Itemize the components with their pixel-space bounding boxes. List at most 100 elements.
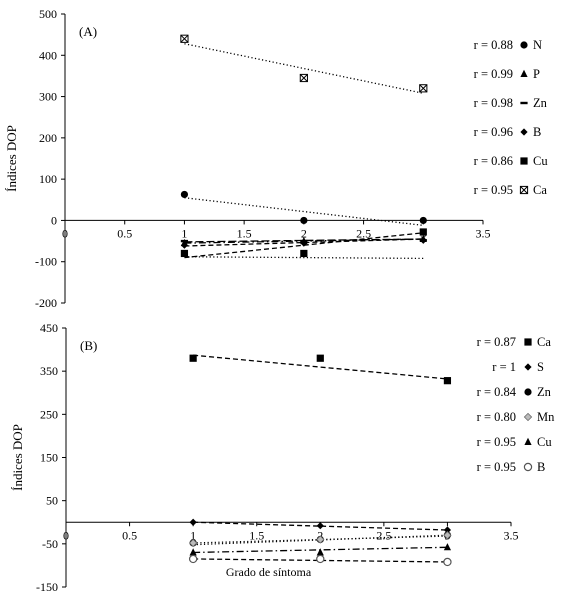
y-axis-label-b: Índices DOP <box>10 424 25 491</box>
data-point-b-cu <box>316 548 324 556</box>
data-point-b-mn <box>188 538 198 548</box>
y-tick-label-a: 400 <box>39 48 57 62</box>
data-point-b-cu <box>189 548 197 556</box>
data-point-a-n <box>180 190 189 199</box>
panel-label-a: (A) <box>79 24 97 39</box>
trend-line-a-zn <box>184 238 424 243</box>
panel-a: 5004003002001000-100-20000.511.522.533.5… <box>4 7 548 310</box>
legend-r-b-zn: r = 0.84 <box>477 385 517 399</box>
y-axis-label-a: Índices DOP <box>4 125 19 192</box>
trend-line-b-s <box>193 521 448 531</box>
x-tick-label-b: 0 <box>63 528 69 542</box>
legend-r-b-ca: r = 0.87 <box>477 335 516 349</box>
data-point-b-ca <box>316 354 324 362</box>
legend-r-b-s: r = 1 <box>492 360 516 374</box>
trend-line-b-b <box>193 558 448 563</box>
legend-r-a-ca: r = 0.95 <box>474 183 513 197</box>
trend-line-b-ca <box>193 354 448 380</box>
y-tick-label-b: 350 <box>40 364 58 378</box>
x-tick-label-a: 0 <box>62 226 68 240</box>
data-point-a-cu <box>300 249 308 258</box>
legend-name-b-s: S <box>537 360 544 374</box>
y-tick-label-b: 250 <box>40 407 58 421</box>
legend-marker-a-ca <box>519 185 529 195</box>
legend-r-b-b: r = 0.95 <box>477 460 516 474</box>
panel-b: 45035025015050-50-15000.511.522.533.5Índ… <box>10 321 555 594</box>
legend-marker-b-ca <box>524 338 532 346</box>
legend-marker-a-zn <box>520 101 528 105</box>
data-point-a-cu <box>419 228 427 236</box>
legend-name-a-p: P <box>533 67 540 81</box>
legend-r-a-cu: r = 0.86 <box>474 154 513 168</box>
data-point-a-ca <box>299 73 308 83</box>
y-tick-label-a: 300 <box>39 90 57 104</box>
x-axis-label-b: Grado de síntoma <box>226 565 312 579</box>
data-point-b-b <box>188 554 198 564</box>
data-point-b-s <box>443 526 452 534</box>
x-tick-label-b: 2 <box>317 528 323 542</box>
x-tick-label-b: 0.5 <box>122 528 137 542</box>
legend-name-b-ca: Ca <box>537 335 551 349</box>
legend-marker-a-p <box>520 69 528 77</box>
y-tick-label-b: 50 <box>46 494 58 508</box>
data-point-a-ca-cross <box>299 74 308 82</box>
y-tick-label-a: 500 <box>39 7 57 21</box>
legend-r-a-n: r = 0.88 <box>474 38 513 52</box>
data-point-a-ca <box>180 34 189 43</box>
legend-marker-b-mn <box>523 412 533 422</box>
data-point-a-zn <box>180 239 189 243</box>
legend-r-a-zn: r = 0.98 <box>474 96 513 110</box>
x-tick-label-a: 2.5 <box>356 226 371 240</box>
legend-name-a-n: N <box>533 38 542 52</box>
legend-marker-b-b <box>523 462 533 472</box>
legend-name-a-zn: Zn <box>533 96 548 110</box>
x-tick-label-a: 2 <box>301 226 307 240</box>
data-point-a-ca <box>419 84 428 93</box>
data-point-b-cu <box>443 543 452 551</box>
legend-name-b-b: B <box>537 460 545 474</box>
legend-r-b-mn: r = 0.80 <box>477 410 516 424</box>
panel-label-b: (B) <box>80 338 97 353</box>
legend-name-a-cu: Cu <box>533 154 548 168</box>
legend-marker-b-s <box>524 363 532 371</box>
data-point-a-n <box>419 216 427 225</box>
data-point-a-n <box>300 216 308 225</box>
data-point-b-ca <box>189 354 197 362</box>
legend-r-a-b: r = 0.96 <box>474 125 513 139</box>
trend-line-a-ca <box>184 43 424 94</box>
legend-marker-a-cu <box>520 157 528 165</box>
legend-name-a-b: B <box>533 125 541 139</box>
legend-marker-b-zn <box>524 388 532 396</box>
trend-line-a-extra <box>184 256 424 260</box>
x-tick-label-a: 0.5 <box>117 226 132 240</box>
data-point-a-cu <box>180 249 189 258</box>
legend-marker-a-b <box>520 128 528 136</box>
x-tick-label-a: 3.5 <box>476 226 491 240</box>
data-point-b-s <box>316 522 324 530</box>
y-tick-label-b: 450 <box>40 321 58 335</box>
legend-marker-b-cu <box>524 437 532 445</box>
legend-name-b-mn: Mn <box>537 410 555 424</box>
legend-name-b-cu: Cu <box>537 435 552 449</box>
legend-marker-a-ca-cross <box>520 186 528 194</box>
x-tick-label-a: 1.5 <box>237 226 252 240</box>
legend-name-a-ca: Ca <box>533 183 547 197</box>
x-tick-label-b: 3.5 <box>504 528 519 542</box>
data-point-a-b <box>300 239 308 247</box>
y-tick-label-a: 0 <box>51 213 57 227</box>
y-tick-label-b: 150 <box>40 451 58 465</box>
x-tick-label-a: 1 <box>181 226 187 240</box>
y-tick-label-b: -50 <box>42 537 58 551</box>
y-tick-label-a: -200 <box>35 296 57 310</box>
trend-line-a-n <box>184 197 424 227</box>
data-point-a-b <box>419 236 427 244</box>
legend-name-b-zn: Zn <box>537 385 552 399</box>
x-tick-label-b: 1.5 <box>249 528 264 542</box>
y-tick-label-a: 100 <box>39 172 57 186</box>
legend-r-a-p: r = 0.99 <box>474 67 513 81</box>
data-point-b-b <box>316 554 325 564</box>
legend-r-b-cu: r = 0.95 <box>477 435 516 449</box>
data-point-a-ca-cross <box>419 84 428 93</box>
x-tick-label-b: 2.5 <box>376 528 391 542</box>
